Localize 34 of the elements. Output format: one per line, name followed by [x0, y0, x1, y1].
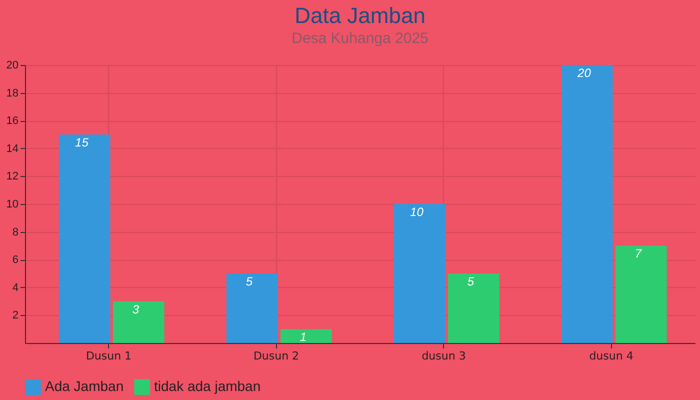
x-tick-label: Dusun 1	[86, 350, 132, 362]
x-tick-label: dusun 4	[589, 350, 634, 362]
data-label: 3	[132, 302, 140, 316]
y-tick-label: 12	[6, 170, 18, 183]
data-label: 5	[467, 274, 474, 288]
bar	[561, 65, 613, 343]
chart-subtitle: Desa Kuhanga 2025	[292, 30, 428, 47]
data-label: 1	[300, 330, 307, 344]
y-tick-label: 6	[12, 254, 18, 266]
y-tick-label: 8	[12, 226, 18, 238]
legend-label: tidak ada jamban	[154, 378, 261, 394]
bar	[280, 329, 332, 343]
data-label: 7	[634, 246, 643, 261]
bar	[394, 204, 446, 343]
bar	[58, 134, 110, 343]
y-tick-label: 10	[6, 198, 18, 210]
y-tick-label: 18	[6, 87, 18, 100]
y-tick-label: 2	[12, 310, 18, 322]
x-tick-label: Dusun 2	[253, 350, 300, 362]
y-tick-label: 16	[6, 115, 18, 128]
bar	[615, 246, 667, 343]
data-label: 5	[246, 274, 253, 288]
y-tick-label: 14	[6, 142, 18, 155]
x-tick-label: dusun 3	[422, 350, 466, 362]
y-tick-label: 20	[6, 60, 18, 72]
chart-title: Data Jamban	[294, 3, 426, 28]
data-label: 20	[576, 66, 592, 80]
y-tick-label: 4	[12, 282, 18, 294]
legend-label: Ada Jamban	[45, 378, 124, 394]
data-label: 15	[75, 136, 89, 150]
bar	[226, 274, 278, 343]
bar	[448, 274, 500, 343]
data-label: 10	[410, 205, 424, 219]
bar	[112, 301, 164, 343]
